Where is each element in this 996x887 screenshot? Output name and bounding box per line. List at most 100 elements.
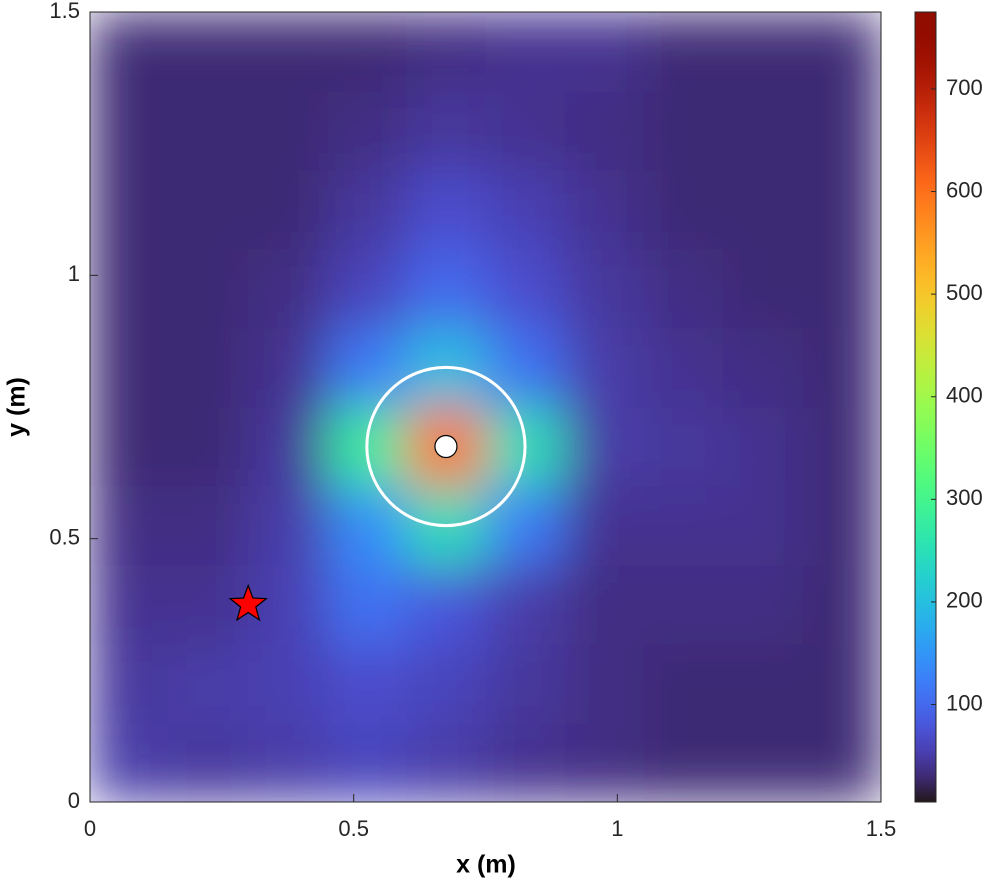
- heat-cell: [485, 723, 566, 802]
- heat-cell: [801, 328, 881, 408]
- x-tick-label: 1.5: [866, 816, 897, 841]
- heat-cell: [327, 328, 407, 408]
- y-tick-label: 0.5: [49, 524, 80, 549]
- heat-cell: [169, 407, 249, 487]
- heat-cell: [801, 91, 881, 171]
- heat-cell: [327, 723, 407, 802]
- heat-cell: [169, 249, 249, 329]
- heat-cell: [643, 170, 724, 250]
- y-tick-label: 0: [68, 788, 80, 813]
- heat-cell: [722, 486, 803, 566]
- heat-cell: [564, 12, 645, 92]
- heat-cell: [90, 170, 170, 250]
- heat-cell: [406, 170, 486, 250]
- heat-cell: [406, 723, 486, 802]
- colorbar-tick-label: 200: [946, 588, 983, 613]
- heat-cell: [248, 12, 328, 92]
- heat-cell: [327, 565, 407, 645]
- heat-cell: [801, 12, 881, 92]
- heat-cell: [485, 249, 566, 329]
- heat-cell: [643, 723, 724, 802]
- heat-cell: [564, 249, 645, 329]
- heat-cell: [801, 407, 881, 487]
- heat-cell: [169, 644, 249, 724]
- heat-cell: [248, 565, 328, 645]
- heat-cell: [90, 91, 170, 171]
- heat-cell: [485, 565, 566, 645]
- heat-cell: [406, 565, 486, 645]
- heat-cell: [169, 723, 249, 802]
- heat-cell: [327, 249, 407, 329]
- heat-cell: [801, 644, 881, 724]
- heat-cell: [722, 407, 803, 487]
- heat-cell: [643, 486, 724, 566]
- heat-cell: [248, 644, 328, 724]
- heat-cell: [722, 170, 803, 250]
- heat-cell: [327, 644, 407, 724]
- x-tick-label: 0.5: [338, 816, 369, 841]
- heat-cell: [169, 170, 249, 250]
- colorbar-tick-label: 600: [946, 177, 983, 202]
- colorbar: [914, 11, 937, 803]
- heat-cell: [564, 644, 645, 724]
- heat-cell: [564, 723, 645, 802]
- x-tick-label: 0: [84, 816, 96, 841]
- heat-cell: [90, 644, 170, 724]
- heat-cell: [485, 644, 566, 724]
- heat-cell: [564, 407, 645, 487]
- heat-cell: [248, 486, 328, 566]
- heat-cell: [406, 12, 486, 92]
- heat-cell: [801, 170, 881, 250]
- heat-cell: [801, 249, 881, 329]
- axes-box: [89, 11, 882, 803]
- heat-cell: [90, 486, 170, 566]
- colorbar-tick-label: 500: [946, 280, 983, 305]
- y-tick-label: 1: [68, 261, 80, 286]
- heat-cell: [169, 565, 249, 645]
- star-marker: [228, 583, 268, 622]
- heat-cell: [722, 328, 803, 408]
- heat-cell: [90, 565, 170, 645]
- overlay: [228, 365, 527, 622]
- heat-cell: [327, 91, 407, 171]
- heat-cell: [248, 328, 328, 408]
- region-circle: [365, 365, 527, 528]
- x-axis-label: x (m): [456, 851, 516, 879]
- heat-cell: [248, 170, 328, 250]
- heat-cell: [722, 249, 803, 329]
- heat-cell: [248, 249, 328, 329]
- heat-cell: [643, 644, 724, 724]
- heat-cell: [485, 170, 566, 250]
- heat-cell: [722, 644, 803, 724]
- heat-cell: [169, 12, 249, 92]
- heat-cell: [90, 249, 170, 329]
- heat-cell: [406, 91, 486, 171]
- heat-cell: [722, 723, 803, 802]
- heat-cell: [169, 486, 249, 566]
- heat-cell: [722, 565, 803, 645]
- heat-cell: [564, 565, 645, 645]
- colorbar-tick-label: 300: [946, 485, 983, 510]
- heat-cell: [90, 723, 170, 802]
- heat-cell: [485, 12, 566, 92]
- y-axis-label: y (m): [3, 377, 31, 437]
- heat-cell: [90, 12, 170, 92]
- heat-cell: [169, 91, 249, 171]
- heat-cell: [643, 91, 724, 171]
- dot-marker: [434, 434, 458, 459]
- heat-cell: [722, 12, 803, 92]
- heat-cell: [327, 12, 407, 92]
- heat-cell: [485, 328, 566, 408]
- heat-cell: [643, 249, 724, 329]
- heat-cell: [327, 486, 407, 566]
- heat-cell: [801, 565, 881, 645]
- heat-cell: [248, 407, 328, 487]
- colorbar-tick-label: 100: [946, 690, 983, 715]
- heat-cell: [406, 644, 486, 724]
- heat-cell: [248, 723, 328, 802]
- colorbar-tick-label: 700: [946, 75, 983, 100]
- heat-cell: [643, 407, 724, 487]
- x-tick-label: 1: [611, 816, 623, 841]
- heat-cell: [564, 486, 645, 566]
